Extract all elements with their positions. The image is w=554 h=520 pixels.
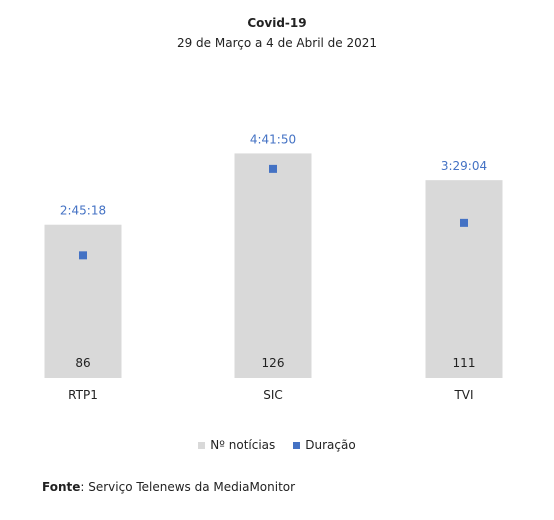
- source-text: : Serviço Telenews da MediaMonitor: [80, 480, 296, 494]
- legend-label-duracao: Duração: [305, 438, 356, 452]
- category-label-sic: SIC: [263, 388, 283, 402]
- duration-point-sic: [269, 164, 277, 173]
- bar-value-label-sic: 126: [262, 356, 285, 370]
- source-note: Fonte: Serviço Telenews da MediaMonitor: [42, 480, 295, 494]
- bar-sic: [234, 153, 312, 378]
- legend-swatch-noticias: [198, 441, 206, 449]
- legend-item-duracao: Duração: [293, 438, 356, 452]
- chart-title: Covid-19: [247, 16, 307, 30]
- chart-legend: Nº notícias Duração: [0, 438, 554, 452]
- bar-rtp1: [44, 224, 122, 378]
- duration-label-rtp1: 2:45:18: [60, 204, 106, 218]
- duration-label-sic: 4:41:50: [250, 132, 296, 146]
- category-label-tvi: TVI: [453, 388, 473, 402]
- bar-tvi: [425, 180, 503, 378]
- legend-item-noticias: Nº notícias: [198, 438, 275, 452]
- category-label-rtp1: RTP1: [68, 388, 98, 402]
- source-label: Fonte: [42, 480, 81, 494]
- duration-point-rtp1: [79, 251, 87, 260]
- legend-label-noticias: Nº notícias: [210, 438, 276, 452]
- bar-value-label-rtp1: 86: [75, 356, 90, 370]
- legend-swatch-duracao: [293, 441, 301, 449]
- duration-label-tvi: 3:29:04: [441, 159, 487, 173]
- bar-chart: 86 RTP1 2:45:18 126 SIC 4:41:50 111 TVI 3:29:04: [44, 132, 503, 402]
- bar-value-label-tvi: 111: [453, 356, 476, 370]
- chart-subtitle: 29 de Março a 4 de Abril de 2021: [176, 36, 378, 50]
- duration-point-tvi: [460, 218, 468, 227]
